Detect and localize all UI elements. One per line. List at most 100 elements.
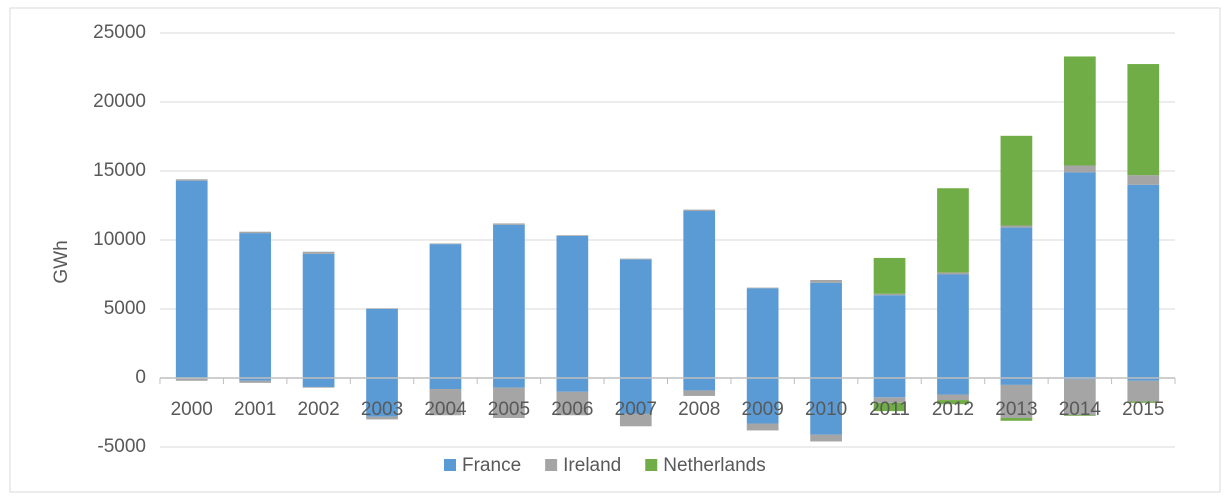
bar-segment bbox=[429, 378, 462, 390]
x-tick-label: 2014 bbox=[1059, 399, 1102, 420]
bar-segment bbox=[1000, 227, 1033, 378]
bar-segment bbox=[746, 288, 779, 378]
bar-segment bbox=[683, 211, 716, 378]
x-tick-label: 2009 bbox=[742, 399, 784, 420]
bar-segment bbox=[746, 378, 779, 424]
bar-segment bbox=[1000, 418, 1033, 421]
y-tick-label: -5000 bbox=[97, 436, 146, 457]
bar-segment bbox=[810, 434, 842, 442]
bar-segment bbox=[366, 309, 398, 378]
bar-segment bbox=[1063, 165, 1096, 173]
y-tick-label: 5000 bbox=[104, 298, 146, 319]
bar-segment bbox=[366, 378, 398, 417]
bar-segment bbox=[1000, 225, 1033, 228]
legend-swatch bbox=[645, 459, 658, 471]
bar-segment bbox=[556, 378, 589, 392]
x-tick-label: 2015 bbox=[1122, 399, 1164, 420]
bar-segment bbox=[683, 390, 716, 396]
bar-segment bbox=[810, 378, 842, 435]
bar-segment bbox=[746, 423, 779, 431]
bar-segment bbox=[239, 378, 272, 381]
x-tick-label: 2000 bbox=[171, 399, 213, 420]
x-tick-label: 2004 bbox=[424, 399, 467, 420]
bar-segment bbox=[175, 378, 208, 381]
bar-segment bbox=[556, 235, 589, 378]
bar-segment bbox=[429, 243, 462, 245]
bar-segment bbox=[873, 257, 906, 294]
bar-segment bbox=[239, 231, 272, 234]
bar-segment bbox=[302, 251, 335, 254]
bar-segment bbox=[937, 188, 969, 273]
bar-segment bbox=[556, 235, 589, 236]
bar-segment bbox=[1127, 64, 1160, 176]
x-tick-label: 2002 bbox=[297, 399, 339, 420]
bar-segment bbox=[619, 259, 652, 378]
x-tick-label: 2001 bbox=[234, 399, 276, 420]
x-tick-label: 2011 bbox=[869, 399, 910, 420]
bar-segment bbox=[366, 416, 398, 420]
x-tick-label: 2006 bbox=[551, 399, 593, 420]
bar-segment bbox=[1000, 135, 1033, 226]
bar-segment bbox=[239, 380, 272, 383]
bar-segment bbox=[1127, 380, 1160, 402]
x-tick-label: 2005 bbox=[488, 399, 530, 420]
y-tick-label: 15000 bbox=[93, 160, 146, 181]
x-tick-label: 2010 bbox=[805, 399, 847, 420]
bar-segment bbox=[873, 397, 906, 403]
bar-segment bbox=[873, 295, 906, 378]
y-tick-label: 10000 bbox=[93, 229, 146, 250]
bar-segment bbox=[175, 180, 208, 378]
bar-segment bbox=[302, 378, 335, 387]
bar-segment bbox=[937, 400, 969, 405]
bar-segment bbox=[493, 224, 525, 378]
bar-segment bbox=[1000, 384, 1033, 419]
bar-segment bbox=[1063, 379, 1096, 416]
bar-segment bbox=[1063, 415, 1096, 416]
bar-segment bbox=[810, 280, 842, 283]
legend-label: France bbox=[462, 455, 521, 476]
bar-segment bbox=[619, 378, 652, 414]
bar-segment bbox=[556, 391, 589, 416]
bar-segment bbox=[366, 308, 398, 309]
bar-segment bbox=[175, 179, 208, 181]
x-tick-label: 2013 bbox=[995, 399, 1037, 420]
y-axis-label: GWh bbox=[51, 240, 72, 283]
bar-segment bbox=[873, 378, 906, 398]
legend-label: Netherlands bbox=[663, 455, 765, 476]
y-tick-label: 0 bbox=[135, 367, 146, 388]
bars bbox=[175, 56, 1160, 442]
bar-segment bbox=[493, 378, 525, 388]
bar-segment bbox=[937, 274, 969, 378]
x-tick-label: 2007 bbox=[615, 399, 657, 420]
x-tick-label: 2012 bbox=[932, 399, 974, 420]
legend-swatch bbox=[545, 459, 558, 471]
bar-segment bbox=[873, 293, 906, 296]
bar-segment bbox=[1063, 56, 1096, 166]
bar-segment bbox=[619, 258, 652, 260]
bar-segment bbox=[873, 402, 906, 412]
x-tick-label: 2003 bbox=[361, 399, 403, 420]
bar-segment bbox=[302, 253, 335, 378]
legend-label: Ireland bbox=[563, 455, 621, 476]
bar-segment bbox=[1127, 175, 1160, 185]
bar-segment bbox=[746, 287, 779, 289]
bar-segment bbox=[937, 378, 969, 395]
bar-segment bbox=[429, 244, 462, 378]
bar-segment bbox=[937, 394, 969, 401]
x-tick-label: 2008 bbox=[678, 399, 720, 420]
y-tick-label: 25000 bbox=[93, 22, 146, 43]
bar-segment bbox=[1127, 378, 1160, 381]
bar-segment bbox=[619, 413, 652, 427]
labels: -5000 0 5000 10000 15000 20000 25000 2000 2001 20… bbox=[93, 22, 1176, 476]
bar-segment bbox=[683, 209, 716, 212]
bar-segment bbox=[429, 389, 462, 416]
bar-segment bbox=[937, 272, 969, 275]
bar-segment bbox=[1127, 401, 1160, 403]
bar-segment bbox=[683, 378, 716, 391]
bar-segment bbox=[1063, 172, 1096, 378]
bar-segment bbox=[239, 233, 272, 378]
bar-segment bbox=[302, 386, 335, 388]
bar-segment bbox=[493, 223, 525, 225]
bar-segment bbox=[1000, 378, 1033, 385]
